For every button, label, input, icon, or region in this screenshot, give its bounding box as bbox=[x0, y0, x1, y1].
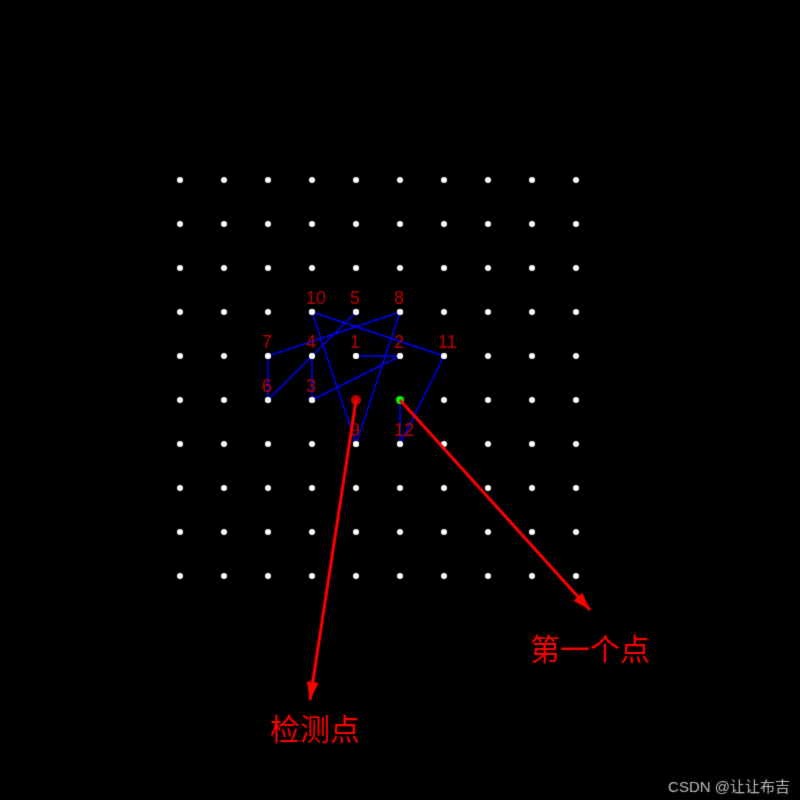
diagram-canvas bbox=[0, 0, 800, 800]
